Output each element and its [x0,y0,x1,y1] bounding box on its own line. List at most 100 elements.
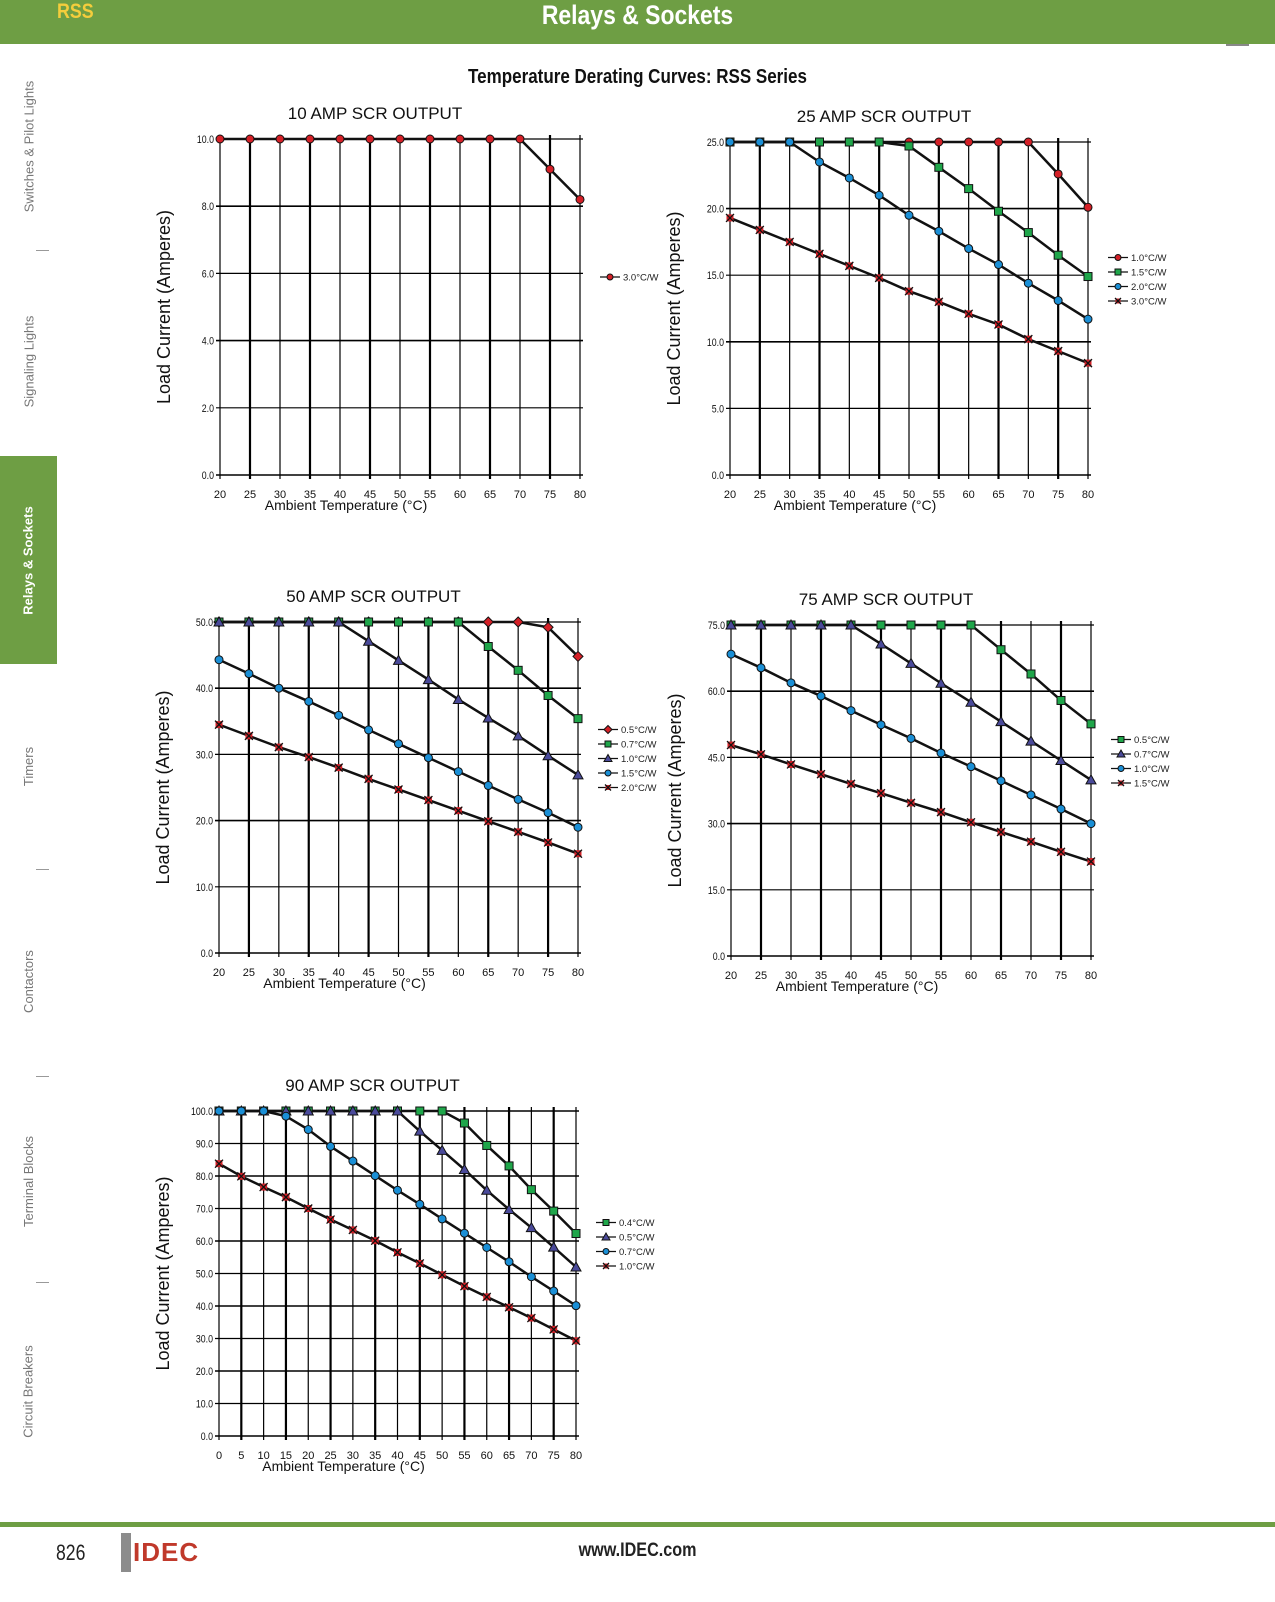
x-tick-label: 25 [243,967,255,979]
sidebar-item-relays-sockets[interactable]: Relays & Sockets [0,456,57,664]
x-tick-label: 25 [244,489,256,501]
svg-text:1.5°C/W: 1.5°C/W [621,769,657,780]
x-tick-label: 55 [935,970,947,982]
svg-text:1.0°C/W: 1.0°C/W [1134,764,1170,775]
svg-text:0.0: 0.0 [712,470,725,482]
svg-text:0.7°C/W: 0.7°C/W [621,740,657,751]
x-tick-label: 80 [1085,970,1097,982]
section-title: Relays & Sockets [541,0,734,30]
x-tick-label: 20 [725,970,737,982]
x-tick-label: 70 [525,1450,537,1462]
x-tick-label: 20 [214,489,226,501]
idec-logo: IDEC [121,1533,199,1572]
x-tick-label: 60 [963,489,975,501]
x-tick-label: 65 [992,489,1004,501]
x-tick-label: 65 [484,489,496,501]
x-tick-label: 25 [754,489,766,501]
svg-text:20.0: 20.0 [707,204,725,216]
x-tick-label: 40 [391,1450,403,1462]
x-tick-label: 25 [324,1450,336,1462]
x-tick-label: 35 [304,489,316,501]
svg-text:50 AMP SCR OUTPUT: 50 AMP SCR OUTPUT [286,587,460,606]
sidebar-divider [36,250,49,251]
svg-text:0.7°C/W: 0.7°C/W [1134,750,1170,761]
logo-text: IDEC [133,1537,200,1567]
svg-text:1.0°C/W: 1.0°C/W [619,1262,655,1273]
x-tick-label: 45 [364,489,376,501]
x-tick-label: 55 [458,1450,470,1462]
svg-text:0.4°C/W: 0.4°C/W [619,1218,655,1229]
svg-text:0.5°C/W: 0.5°C/W [619,1233,655,1244]
x-tick-label: 50 [436,1450,448,1462]
x-tick-label: 35 [813,489,825,501]
x-tick-label: 75 [548,1450,560,1462]
x-tick-label: 75 [1052,489,1064,501]
x-tick-label: 30 [347,1450,359,1462]
x-tick-label: 65 [995,970,1007,982]
svg-text:70.0: 70.0 [196,1204,214,1216]
svg-text:1.5°C/W: 1.5°C/W [1131,268,1167,279]
svg-text:10.0: 10.0 [196,882,214,894]
svg-text:Load Current (Amperes): Load Current (Amperes) [664,211,684,405]
svg-text:15.0: 15.0 [707,270,725,282]
svg-text:Load Current (Amperes): Load Current (Amperes) [154,210,174,404]
svg-text:50.0: 50.0 [196,617,214,629]
x-tick-label: 50 [905,970,917,982]
svg-text:20.0: 20.0 [196,1366,214,1378]
svg-text:Load Current (Amperes): Load Current (Amperes) [153,1176,173,1370]
svg-text:0.0: 0.0 [201,948,214,960]
x-tick-label: 60 [452,967,464,979]
x-tick-label: 30 [784,489,796,501]
x-tick-label: 20 [724,489,736,501]
svg-text:45.0: 45.0 [708,753,726,765]
svg-text:8.0: 8.0 [202,201,215,213]
svg-text:0.7°C/W: 0.7°C/W [619,1247,655,1258]
svg-text:0.0: 0.0 [713,951,726,963]
x-tick-label: 35 [303,967,315,979]
svg-text:Ambient Temperature (°C): Ambient Temperature (°C) [776,978,939,994]
tab-marker [1226,44,1249,46]
svg-text:1.0°C/W: 1.0°C/W [1131,253,1167,264]
svg-text:25.0: 25.0 [707,137,725,149]
svg-text:10.0: 10.0 [707,337,725,349]
svg-text:30.0: 30.0 [708,819,726,831]
svg-text:4.0: 4.0 [202,336,215,348]
svg-text:Ambient Temperature (°C): Ambient Temperature (°C) [263,975,426,991]
svg-text:1.5°C/W: 1.5°C/W [1134,779,1170,790]
x-tick-label: 75 [1055,970,1067,982]
x-tick-label: 45 [414,1450,426,1462]
svg-text:1.0°C/W: 1.0°C/W [621,754,657,765]
svg-text:90 AMP SCR OUTPUT: 90 AMP SCR OUTPUT [285,1076,459,1095]
page-title: Temperature Derating Curves: RSS Series [468,66,807,88]
svg-text:100.0: 100.0 [191,1106,213,1118]
website-url[interactable]: www.IDEC.com [578,1540,697,1561]
sidebar-divider [36,1282,49,1283]
x-tick-label: 55 [422,967,434,979]
x-tick-label: 80 [570,1450,582,1462]
svg-text:30.0: 30.0 [196,750,214,762]
sidebar-divider [36,1076,49,1077]
svg-text:2.0°C/W: 2.0°C/W [621,783,657,794]
svg-text:Ambient Temperature (°C): Ambient Temperature (°C) [265,497,428,513]
sidebar-divider [36,869,49,870]
svg-text:0.5°C/W: 0.5°C/W [621,725,657,736]
svg-text:30.0: 30.0 [196,1334,214,1346]
x-tick-label: 60 [481,1450,493,1462]
x-tick-label: 55 [933,489,945,501]
svg-text:0.5°C/W: 0.5°C/W [1134,735,1170,746]
x-tick-label: 30 [273,967,285,979]
svg-text:80.0: 80.0 [196,1171,214,1183]
svg-text:6.0: 6.0 [202,269,215,281]
page-number: 826 [56,1540,86,1565]
x-tick-label: 35 [815,970,827,982]
x-tick-label: 65 [503,1450,515,1462]
x-tick-label: 75 [542,967,554,979]
x-tick-label: 50 [903,489,915,501]
x-tick-label: 40 [845,970,857,982]
x-tick-label: 45 [875,970,887,982]
x-tick-label: 80 [572,967,584,979]
x-tick-label: 20 [213,967,225,979]
svg-text:75 AMP SCR OUTPUT: 75 AMP SCR OUTPUT [799,590,973,609]
x-tick-label: 70 [1025,970,1037,982]
